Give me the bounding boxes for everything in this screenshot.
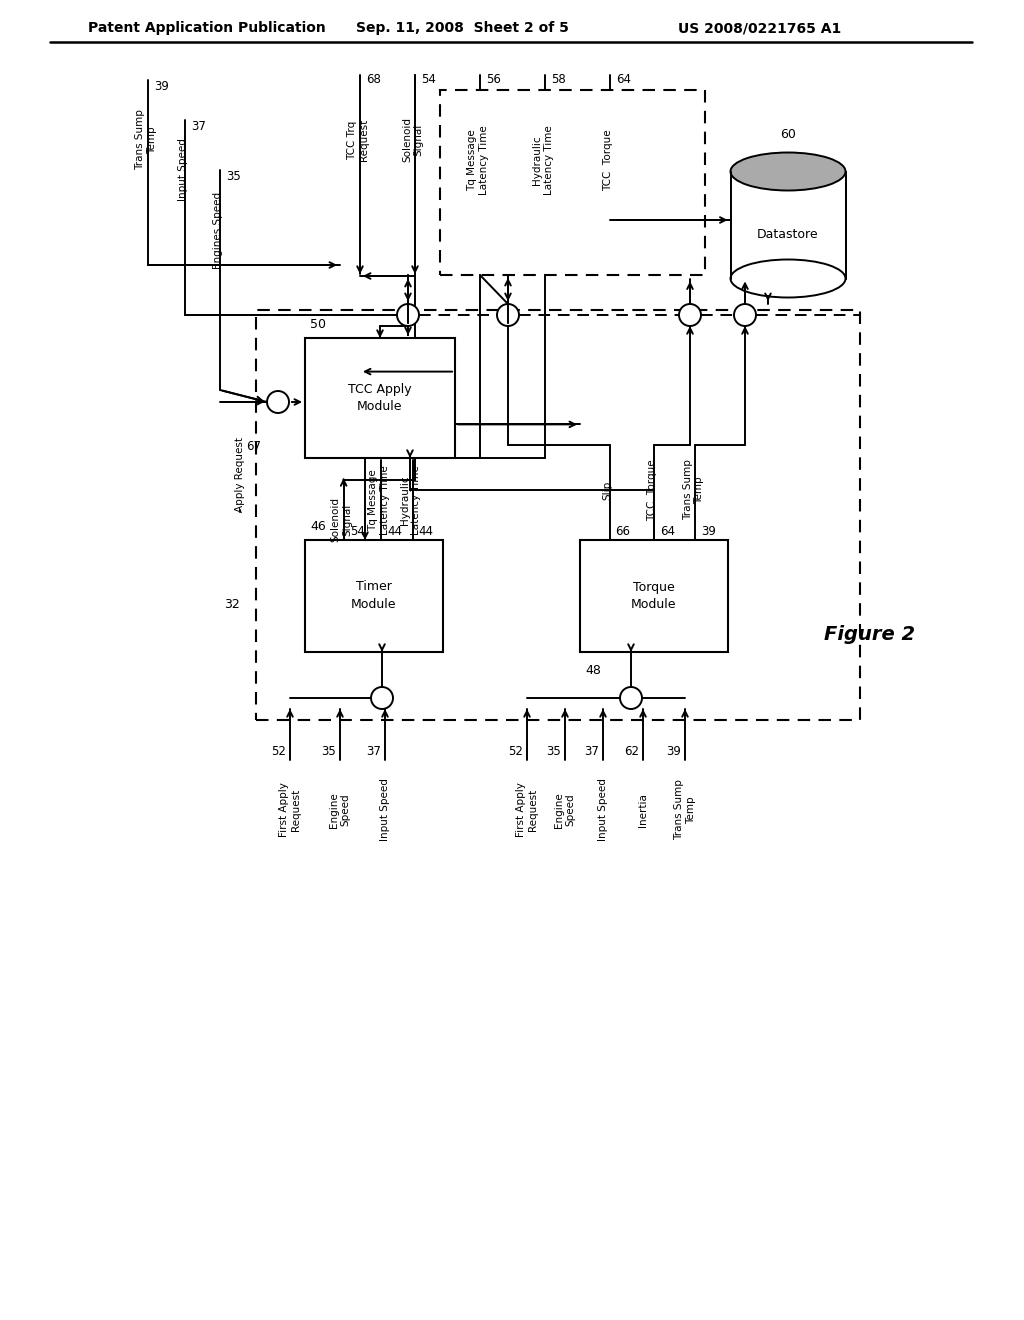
Bar — [305, 338, 455, 458]
Ellipse shape — [730, 260, 846, 297]
Text: Tq Message
Latency Time: Tq Message Latency Time — [467, 125, 488, 195]
Text: Datastore: Datastore — [757, 228, 819, 242]
Bar — [731, 172, 845, 279]
Text: Hydraulic
Latency Time: Hydraulic Latency Time — [399, 465, 422, 535]
Text: 37: 37 — [191, 120, 206, 133]
Circle shape — [267, 391, 289, 413]
Text: Input Speed: Input Speed — [178, 139, 188, 202]
Circle shape — [397, 304, 419, 326]
Text: 32: 32 — [224, 598, 240, 611]
Circle shape — [679, 304, 701, 326]
Bar — [440, 90, 705, 275]
Text: First Apply
Request: First Apply Request — [280, 783, 301, 837]
Text: 54: 54 — [421, 73, 436, 86]
Text: 64: 64 — [616, 73, 631, 86]
Text: 68: 68 — [366, 73, 381, 86]
Text: Module: Module — [631, 598, 677, 611]
Text: 46: 46 — [310, 520, 326, 532]
Text: Torque: Torque — [633, 581, 675, 594]
Text: 39: 39 — [154, 81, 169, 92]
Text: 52: 52 — [508, 744, 523, 758]
Circle shape — [620, 686, 642, 709]
Circle shape — [734, 304, 756, 326]
Text: Figure 2: Figure 2 — [824, 626, 915, 644]
Text: 39: 39 — [701, 525, 717, 539]
Text: 56: 56 — [486, 73, 501, 86]
Text: 37: 37 — [367, 744, 381, 758]
Text: 37: 37 — [584, 744, 599, 758]
Ellipse shape — [730, 153, 846, 190]
Text: First Apply
Request: First Apply Request — [516, 783, 538, 837]
Text: Solenoid
Signal: Solenoid Signal — [402, 117, 424, 162]
Text: Module: Module — [351, 598, 396, 611]
Text: 48: 48 — [585, 664, 601, 676]
Text: Sep. 11, 2008  Sheet 2 of 5: Sep. 11, 2008 Sheet 2 of 5 — [355, 21, 568, 36]
Text: 58: 58 — [551, 73, 565, 86]
Text: 67: 67 — [246, 440, 261, 453]
Text: Slip: Slip — [602, 480, 612, 500]
Text: Hydraulic
Latency Time: Hydraulic Latency Time — [532, 125, 554, 195]
Text: 50: 50 — [310, 318, 326, 330]
Text: Trans Sump
Temp: Trans Sump Temp — [135, 110, 157, 170]
Text: 62: 62 — [624, 744, 639, 758]
Text: Apply Request: Apply Request — [234, 437, 245, 512]
Text: TCC  Torque: TCC Torque — [603, 129, 613, 191]
Text: 35: 35 — [546, 744, 561, 758]
Text: 44: 44 — [419, 525, 433, 539]
Text: 39: 39 — [667, 744, 681, 758]
Text: Inertia: Inertia — [638, 793, 648, 826]
Text: US 2008/0221765 A1: US 2008/0221765 A1 — [678, 21, 842, 36]
Text: Trans Sump
Temp: Trans Sump Temp — [683, 459, 705, 520]
Text: Module: Module — [357, 400, 402, 413]
Text: TCC Trq
Request: TCC Trq Request — [347, 119, 369, 161]
Text: 52: 52 — [271, 744, 286, 758]
Text: Input Speed: Input Speed — [598, 779, 608, 841]
Text: 60: 60 — [780, 128, 796, 141]
Text: Timer: Timer — [356, 581, 392, 594]
Text: 66: 66 — [615, 525, 631, 539]
Text: 35: 35 — [226, 170, 241, 183]
Text: 64: 64 — [660, 525, 675, 539]
Text: 54: 54 — [349, 525, 365, 539]
Text: Input Speed: Input Speed — [380, 779, 390, 841]
Text: TCC Apply: TCC Apply — [348, 383, 412, 396]
Bar — [580, 540, 728, 652]
Bar — [256, 310, 860, 719]
Text: 35: 35 — [322, 744, 336, 758]
Text: Engines Speed: Engines Speed — [213, 191, 223, 268]
Text: Engine
Speed: Engine Speed — [329, 792, 351, 828]
Text: TCC  Torque: TCC Torque — [647, 459, 657, 521]
Bar — [305, 540, 443, 652]
Circle shape — [497, 304, 519, 326]
Text: Engine
Speed: Engine Speed — [554, 792, 575, 828]
Circle shape — [371, 686, 393, 709]
Text: Tq Message
Latency Time: Tq Message Latency Time — [368, 465, 390, 535]
Text: Solenoid
Signal: Solenoid Signal — [331, 498, 352, 543]
Text: Patent Application Publication: Patent Application Publication — [88, 21, 326, 36]
Text: Trans Sump
Temp: Trans Sump Temp — [674, 780, 695, 841]
Text: 44: 44 — [387, 525, 401, 539]
